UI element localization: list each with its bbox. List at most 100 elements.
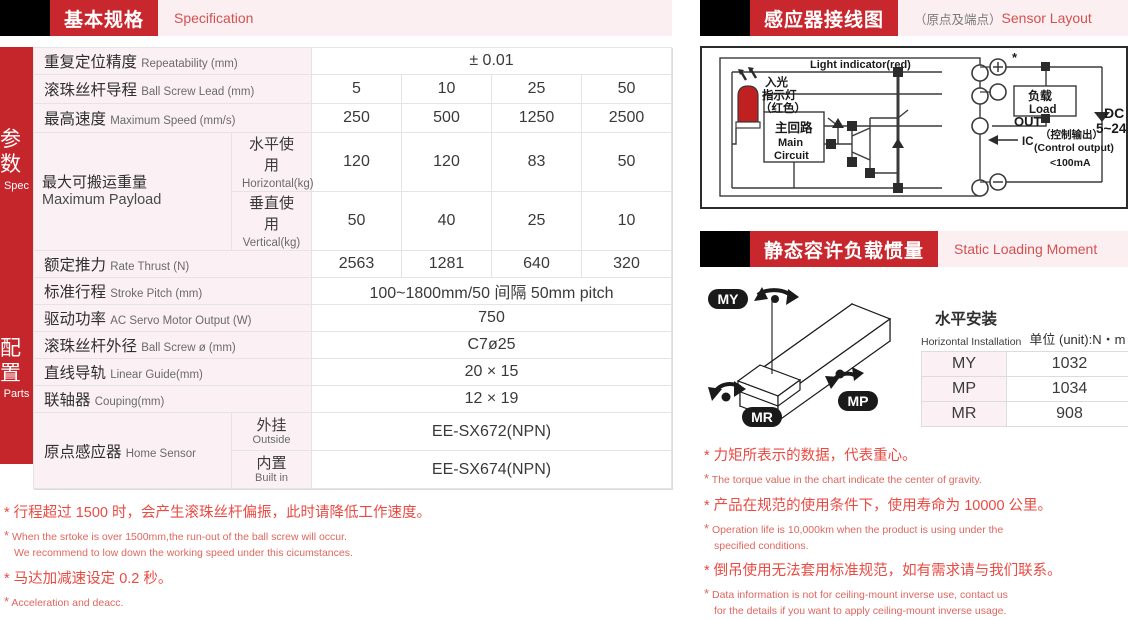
moment-value: 1032 (1007, 352, 1128, 377)
current-arrow-icon (988, 135, 1018, 145)
label-en: Home Sensor (126, 448, 196, 460)
footnote-cn: * 产品在规范的使用条件下，使用寿命为 10000 公里。 (704, 496, 1128, 517)
table-row: MY 1032 (922, 352, 1128, 377)
footnote-en-line2: specified conditions. (704, 539, 1128, 555)
header-title-cn: 基本规格 (50, 0, 158, 36)
label-out: OUT (1014, 114, 1042, 129)
label-cn: 滚珠丝杆导程 (44, 82, 137, 99)
label-light-indicator: Light indicator(red) (810, 59, 911, 71)
sublabel-cn: 内置 (236, 455, 307, 472)
value-home-sensor-builtin: EE-SX674(NPN) (312, 451, 672, 489)
value-cell: 1281 (402, 251, 492, 278)
header-black-block (700, 0, 750, 36)
side-label-spec-cn: 参数 (0, 128, 33, 178)
value-cell: 1250 (492, 104, 582, 133)
value-cell: 250 (312, 104, 402, 133)
row-label-ball-screw-diameter: 滚珠丝杆外径 Ball Screw ø (mm) (34, 332, 312, 359)
moment-value: 908 (1007, 402, 1128, 427)
value-cell: 2500 (582, 104, 672, 133)
label-en: Stroke Pitch (mm) (110, 288, 202, 300)
label-load-en: Load (1029, 104, 1056, 116)
moment-label-mr: MR (742, 407, 782, 427)
row-label-linear-guide: 直线导轨 Linear Guide(mm) (34, 359, 312, 386)
value-home-sensor-outside: EE-SX672(NPN) (312, 413, 672, 451)
footnote-cn: * 力矩所表示的数据，代表重心。 (704, 446, 1128, 467)
asterisk-icon: * (4, 528, 9, 543)
label-control-output-cn: （控制输出） (1040, 128, 1103, 141)
spec-side-labels: 参数 Spec 配置 Parts (0, 47, 33, 489)
label-cn: 额定推力 (44, 257, 106, 274)
footnote-en: * Operation life is 10,000km when the pr… (704, 519, 1128, 555)
loading-title-cn: 静态容许负载惯量 (750, 231, 938, 267)
value-cell: 500 (402, 104, 492, 133)
row-label-repeatability: 重复定位精度 Repeatability (mm) (34, 48, 312, 75)
right-panel: 感应器接线图 （原点及端点） Sensor Layout (700, 0, 1128, 575)
specification-panel: 基本规格 Specification 参数 Spec 配置 Parts (0, 0, 672, 575)
footnote-en: * Acceleration and deacc. (4, 592, 672, 612)
table-row: MR 908 (922, 402, 1128, 427)
table-row: 直线导轨 Linear Guide(mm) 20 × 15 (34, 359, 672, 386)
footnote-en-line2: We recommend to low down the working spe… (4, 546, 672, 562)
table-row: 驱动功率 AC Servo Motor Output (W) 750 (34, 305, 672, 332)
label-main-circuit-cn: 主回路 (775, 120, 813, 135)
label-cn: 原点感应器 (44, 444, 122, 461)
label-red-color: （红色） (760, 101, 806, 115)
value-cell: 50 (582, 133, 672, 192)
side-label-spec: 参数 Spec (0, 47, 33, 273)
sublabel-en: Vertical(kg) (243, 237, 301, 249)
label-en: Maximum Speed (mm/s) (110, 115, 235, 127)
svg-text:MP: MP (848, 393, 869, 409)
loading-title-en: Static Loading Moment (938, 231, 1128, 267)
header-black-block (700, 231, 750, 267)
moment-value: 1034 (1007, 377, 1128, 402)
asterisk-icon: * (4, 594, 9, 609)
label-dc: DC (1104, 105, 1124, 121)
led-indicator-icon (732, 67, 760, 144)
label-cn: 滚珠丝杆外径 (44, 338, 137, 355)
sensor-wiring-diagram: Light indicator(red) 入光 指示灯 （红色） 主回路 Mai… (700, 46, 1128, 209)
loading-moment-table: MY 1032 MP 1034 MR 908 (921, 351, 1128, 427)
label-ic: IC (1022, 136, 1034, 148)
value-linear-guide: 20 × 15 (312, 359, 672, 386)
label-cn: 联轴器 (44, 392, 91, 409)
value-servo-output: 750 (312, 305, 672, 332)
table-row: 滚珠丝杆导程 Ball Screw Lead (mm) 5 10 25 50 (34, 75, 672, 104)
value-repeatability: ± 0.01 (312, 48, 672, 75)
left-footnotes: * 行程超过 1500 时，会产生滚珠丝杆偏振，此时请降低工作速度。 * Whe… (0, 503, 672, 611)
value-cell: 25 (492, 75, 582, 104)
label-cn: 直线导轨 (44, 365, 106, 382)
moment-key: MR (922, 402, 1007, 427)
specification-table: 重复定位精度 Repeatability (mm) ± 0.01 滚珠丝杆导程 … (33, 47, 672, 489)
label-cn: 驱动功率 (44, 311, 106, 328)
label-en: Repeatability (mm) (141, 58, 238, 70)
label-load-cn: 负载 (1028, 88, 1052, 103)
table-row: 滚珠丝杆外径 Ball Screw ø (mm) C7ø25 (34, 332, 672, 359)
header-title-en: Specification (158, 0, 672, 36)
moment-diagram-svg: MY MP MR (700, 279, 915, 434)
loading-table-block: 水平安装 Horizontal Installation 单位 (unit):N… (915, 279, 1128, 434)
value-cell: 120 (402, 133, 492, 192)
value-cell: 40 (402, 192, 492, 251)
sensor-title-cn: 感应器接线图 (750, 0, 898, 36)
specification-section-header: 基本规格 Specification (0, 0, 672, 36)
footnote-en-line1: When the srtoke is over 1500mm,the run-o… (12, 531, 347, 543)
value-cell: 10 (402, 75, 492, 104)
moment-label-my: MY (708, 289, 748, 309)
label-cn: 最大可搬运重量 (42, 175, 223, 192)
label-en: Maximum Payload (42, 192, 223, 208)
footnote-cn: * 马达加减速设定 0.2 秒。 (4, 569, 672, 590)
row-label-home-sensor: 原点感应器 Home Sensor (34, 413, 232, 489)
table-row: MP 1034 (922, 377, 1128, 402)
label-cn: 重复定位精度 (44, 54, 137, 71)
right-footnotes: * 力矩所表示的数据，代表重心。 * The torque value in t… (700, 446, 1128, 620)
label-cn: 标准行程 (44, 284, 106, 301)
loading-caption-row: Horizontal Installation 单位 (unit):N・m (921, 329, 1128, 348)
sensor-title-en: （原点及端点） Sensor Layout (898, 0, 1128, 36)
table-row: 原点感应器 Home Sensor 外挂 Outside EE-SX672(NP… (34, 413, 672, 451)
value-stroke-pitch: 100~1800mm/50 间隔 50mm pitch (312, 278, 672, 305)
label-en: Rate Thrust (N) (110, 261, 189, 273)
spec-table-wrapper: 参数 Spec 配置 Parts 重复定位精度 Repeatability (m… (0, 47, 672, 489)
table-row: 额定推力 Rate Thrust (N) 2563 1281 640 320 (34, 251, 672, 278)
side-label-parts: 配置 Parts (0, 273, 33, 464)
row-label-stroke-pitch: 标准行程 Stroke Pitch (mm) (34, 278, 312, 305)
